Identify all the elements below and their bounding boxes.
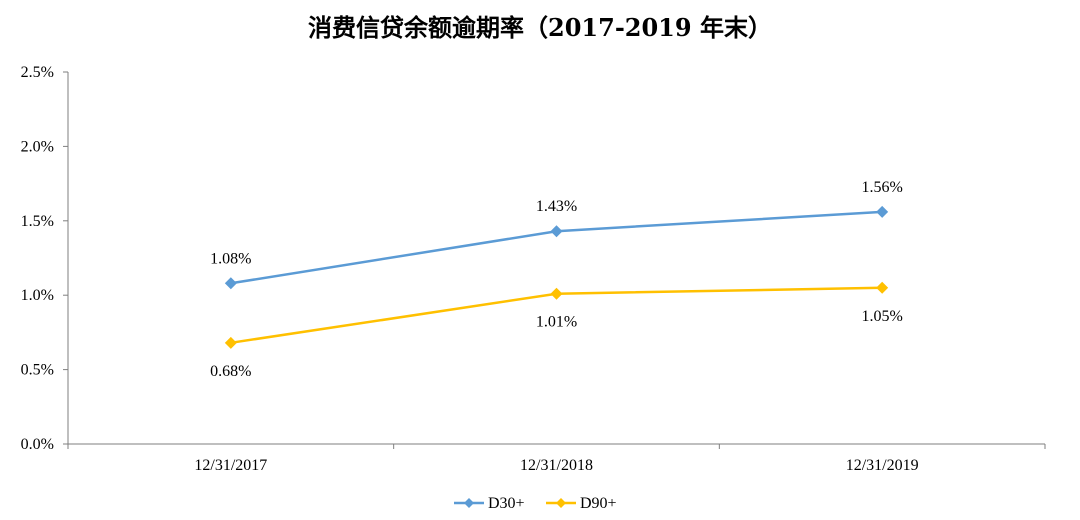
series-d90: 0.68% 1.01% 1.05% bbox=[210, 281, 903, 380]
legend-marker bbox=[556, 498, 566, 508]
legend-label: D30+ bbox=[488, 495, 525, 512]
data-point bbox=[876, 281, 889, 294]
legend: D30+ D90+ bbox=[454, 495, 617, 512]
data-label: 0.68% bbox=[210, 363, 251, 380]
y-tick-label: 2.5% bbox=[21, 64, 54, 81]
axes bbox=[67, 72, 1045, 445]
chart-title: 消费信贷余额逾期率（2017-2019 年末） bbox=[308, 13, 772, 42]
data-label: 1.43% bbox=[536, 198, 577, 215]
data-point bbox=[224, 336, 237, 349]
data-point bbox=[224, 277, 237, 290]
legend-marker bbox=[464, 498, 474, 508]
y-tick-label: 1.5% bbox=[21, 213, 54, 230]
series-line bbox=[230, 210, 883, 285]
series-d30: 1.08% 1.43% 1.56% bbox=[210, 179, 903, 290]
x-axis-ticks: 12/31/2017 12/31/2018 12/31/2019 bbox=[67, 444, 1046, 474]
data-point bbox=[550, 287, 563, 300]
y-axis-ticks: 0.0% 0.5% 1.0% 1.5% 2.0% 2.5% bbox=[21, 64, 68, 453]
x-tick-label: 12/31/2018 bbox=[520, 457, 593, 474]
series-layer: 1.08% 1.43% 1.56% 0.68% 1.01% 1.05% bbox=[210, 179, 903, 380]
data-label: 1.05% bbox=[862, 308, 903, 325]
y-tick-label: 0.0% bbox=[21, 436, 54, 453]
x-tick-label: 12/31/2019 bbox=[846, 457, 919, 474]
legend-item: D30+ bbox=[454, 495, 525, 512]
data-label: 1.56% bbox=[862, 179, 903, 196]
data-point bbox=[876, 205, 889, 218]
y-tick-label: 2.0% bbox=[21, 138, 54, 155]
data-label: 1.01% bbox=[536, 314, 577, 331]
legend-label: D90+ bbox=[580, 495, 617, 512]
y-tick-label: 1.0% bbox=[21, 287, 54, 304]
legend-item: D90+ bbox=[546, 495, 617, 512]
x-tick-label: 12/31/2017 bbox=[194, 457, 267, 474]
y-tick-label: 0.5% bbox=[21, 362, 54, 379]
data-label: 1.08% bbox=[210, 250, 251, 267]
data-point bbox=[550, 225, 563, 238]
